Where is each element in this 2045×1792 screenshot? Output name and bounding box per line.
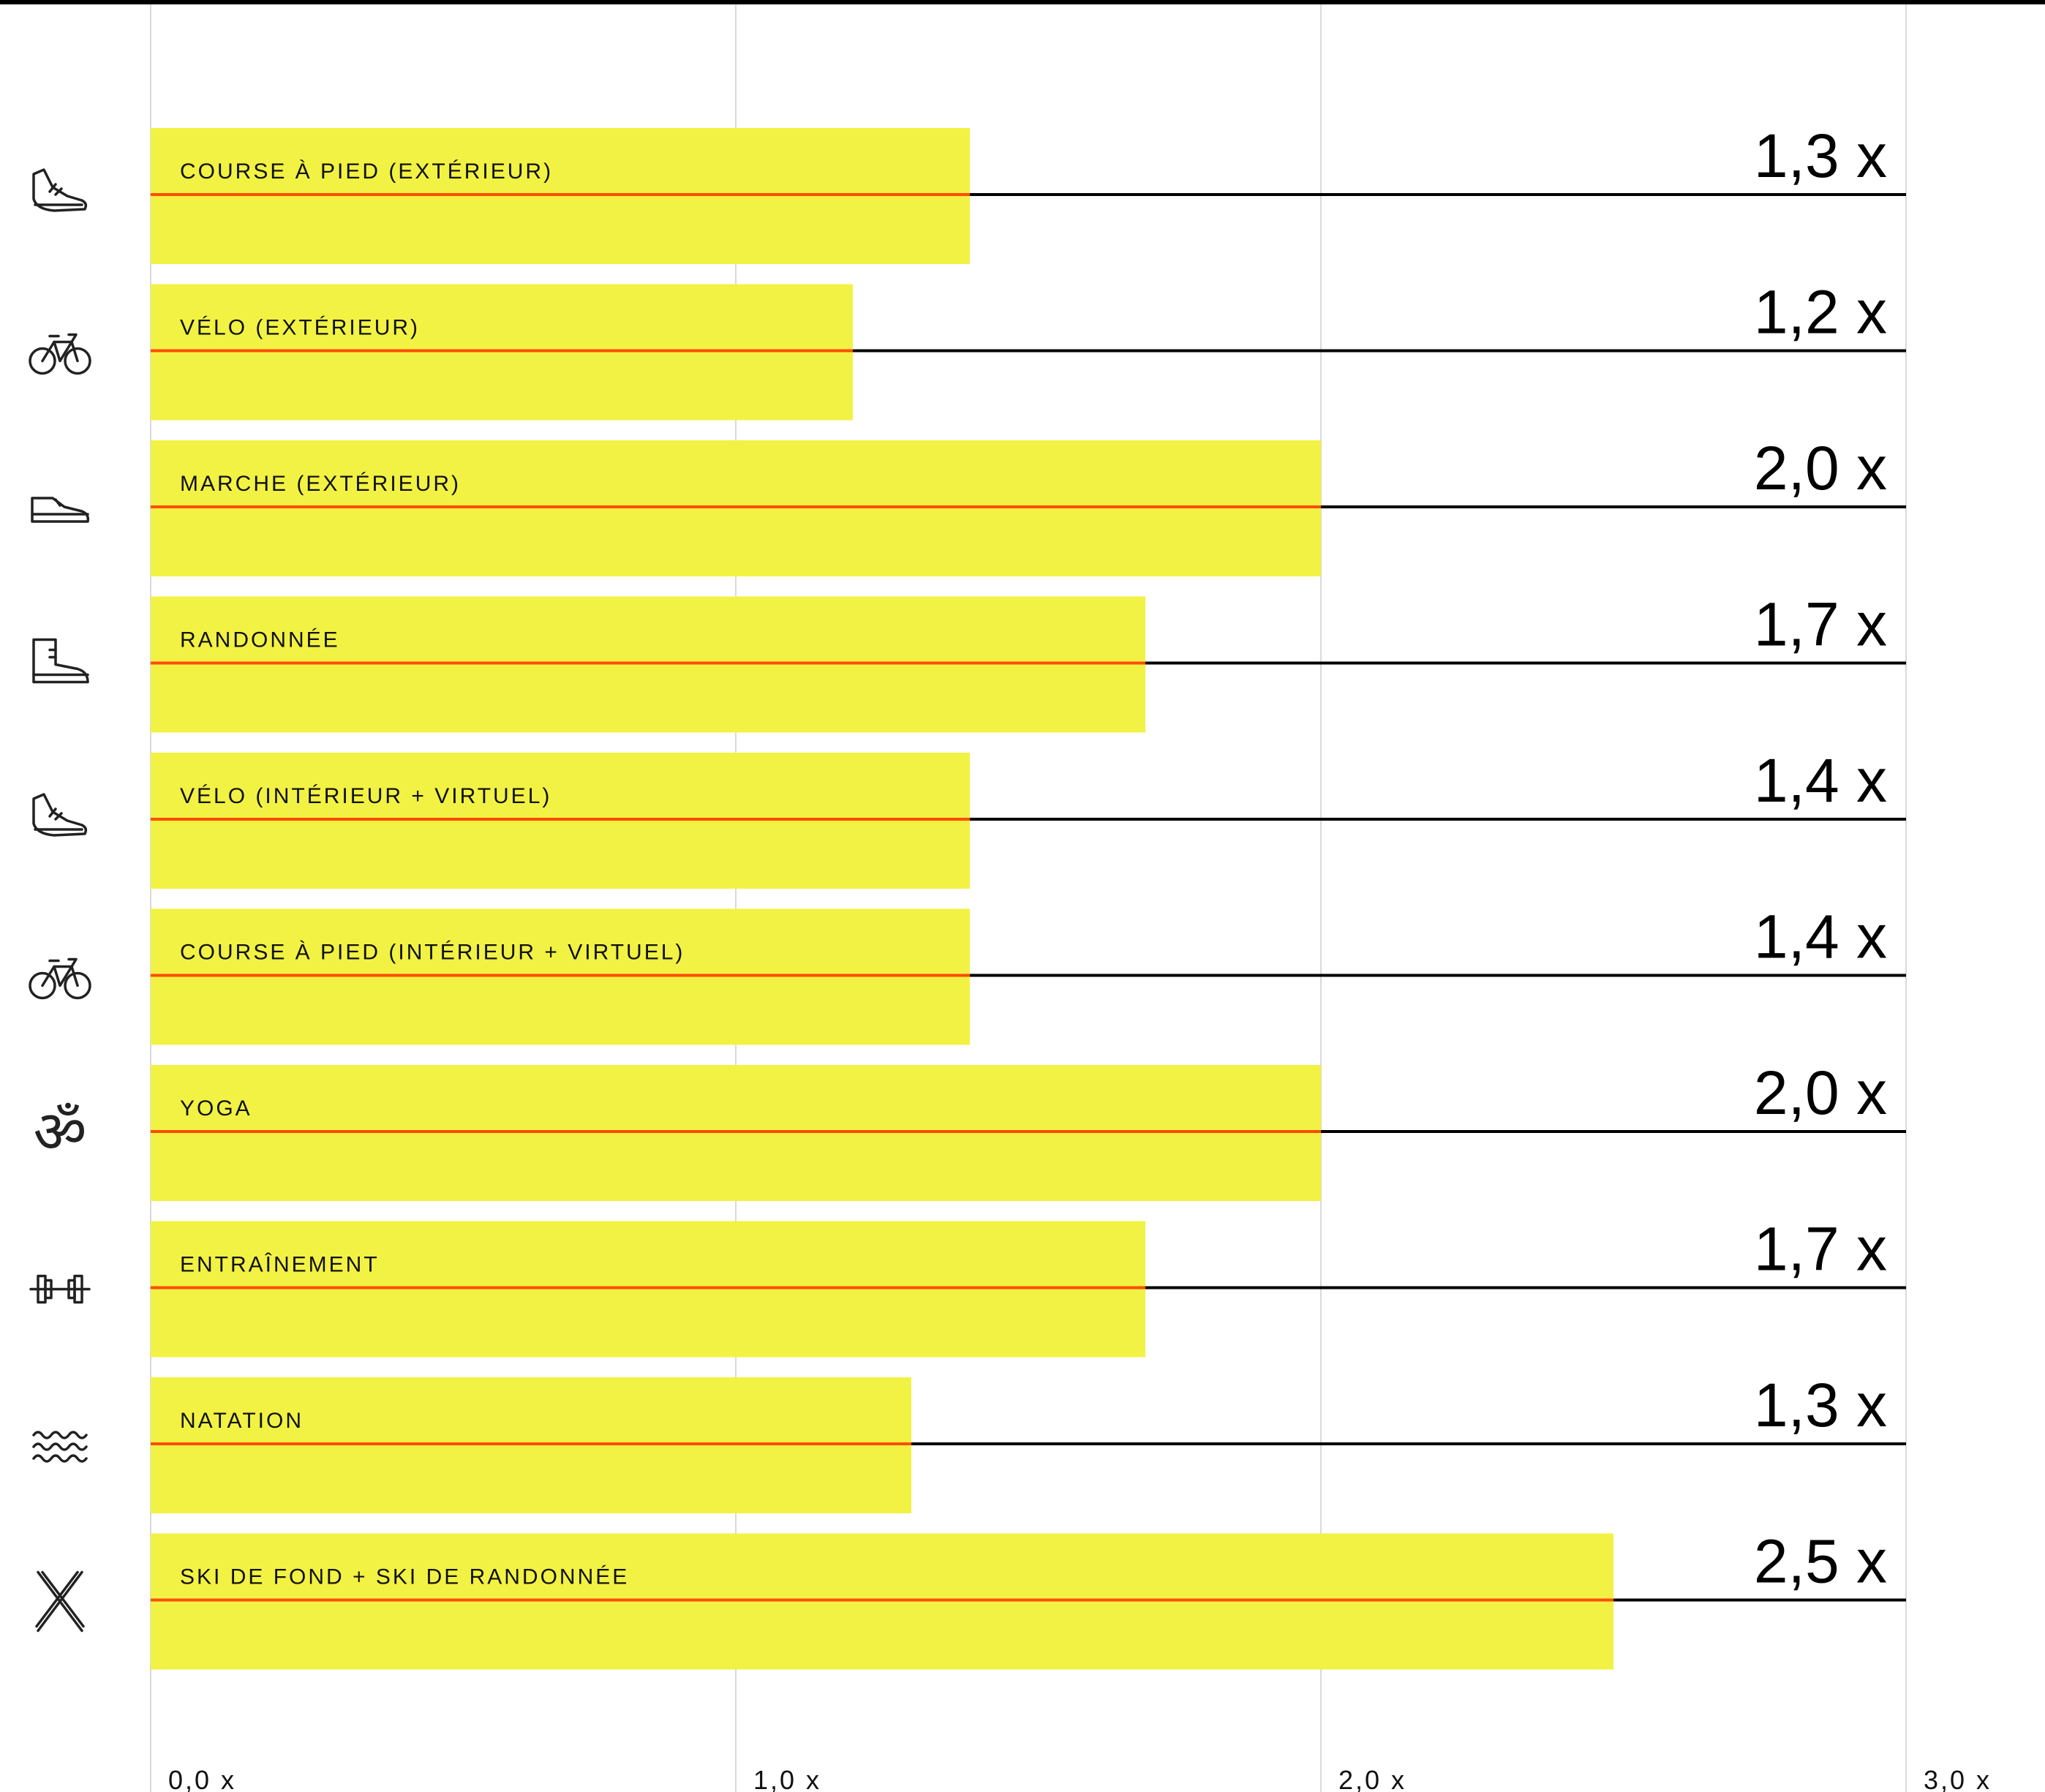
bar-label: SKI DE FOND + SKI DE RANDONNÉE [180, 1565, 629, 1589]
x-tick-label: 3,0 x [1924, 1765, 1992, 1792]
bar-label: ENTRAÎNEMENT [180, 1253, 380, 1277]
value-label: 1,3 x [1754, 1371, 1887, 1439]
x-tick-label: 2,0 x [1338, 1765, 1406, 1792]
bar-row: VÉLO (INTÉRIEUR + VIRTUEL) 1,4 x [151, 746, 1906, 889]
svg-text:ॐ: ॐ [34, 1098, 87, 1166]
value-label: 1,3 x [1754, 121, 1887, 190]
bar-row: COURSE À PIED (INTÉRIEUR + VIRTUEL) 1,4 x [151, 903, 1906, 1045]
value-label: 1,7 x [1754, 1215, 1887, 1284]
bar-label: MARCHE (EXTÉRIEUR) [180, 472, 461, 496]
bar-row: SKI DE FOND + SKI DE RANDONNÉE 2,5 x [151, 1527, 1906, 1670]
bicycle-icon [29, 333, 91, 375]
gridlines [150, 4, 1907, 1792]
bar-label: VÉLO (EXTÉRIEUR) [180, 316, 420, 340]
bar-label: COURSE À PIED (EXTÉRIEUR) [180, 159, 553, 184]
crossed-skis-icon [35, 1570, 85, 1633]
bicycle-icon [29, 957, 91, 1000]
bar-row: ENTRAÎNEMENT 1,7 x [151, 1215, 1906, 1358]
water-waves-icon [32, 1431, 88, 1463]
bar-label: COURSE À PIED (INTÉRIEUR + VIRTUEL) [180, 941, 685, 965]
bars: COURSE À PIED (EXTÉRIEUR) 1,3 x VÉLO (EXTÉ… [151, 121, 1906, 1670]
value-label: 1,2 x [1754, 278, 1887, 347]
x-axis-tick-labels: 0,0 x 1,0 x 2,0 x 3,0 x [168, 1765, 1992, 1792]
value-label: 1,7 x [1754, 590, 1887, 659]
bar-row: COURSE À PIED (EXTÉRIEUR) 1,3 x [151, 121, 1906, 264]
value-label: 2,0 x [1754, 1058, 1887, 1127]
running-shoe-icon [32, 793, 88, 837]
top-rule [0, 0, 2045, 4]
running-shoe-icon [32, 168, 88, 212]
category-icons: ॐ [29, 168, 91, 1633]
walking-shoe-icon [31, 497, 90, 523]
bar-row: VÉLO (EXTÉRIEUR) 1,2 x [151, 278, 1906, 421]
bar-row: NATATION 1,3 x [151, 1371, 1906, 1513]
value-label: 2,5 x [1754, 1527, 1887, 1596]
bar-label: NATATION [180, 1409, 304, 1433]
hiking-boot-icon [32, 638, 89, 684]
bar-label: YOGA [180, 1096, 252, 1121]
value-label: 2,0 x [1754, 434, 1887, 502]
bar-row: YOGA 2,0 x [151, 1058, 1906, 1201]
value-label: 1,4 x [1754, 903, 1887, 971]
bar-row: RANDONNÉE 1,7 x [151, 590, 1906, 733]
bar-label: VÉLO (INTÉRIEUR + VIRTUEL) [180, 784, 551, 808]
value-label: 1,4 x [1754, 746, 1887, 815]
x-tick-label: 1,0 x [753, 1765, 821, 1792]
x-tick-label: 0,0 x [168, 1765, 236, 1792]
bar-label: RANDONNÉE [180, 628, 340, 652]
bar-row: MARCHE (EXTÉRIEUR) 2,0 x [151, 434, 1906, 576]
om-symbol-icon: ॐ [34, 1098, 87, 1166]
dumbbell-icon [29, 1274, 91, 1304]
